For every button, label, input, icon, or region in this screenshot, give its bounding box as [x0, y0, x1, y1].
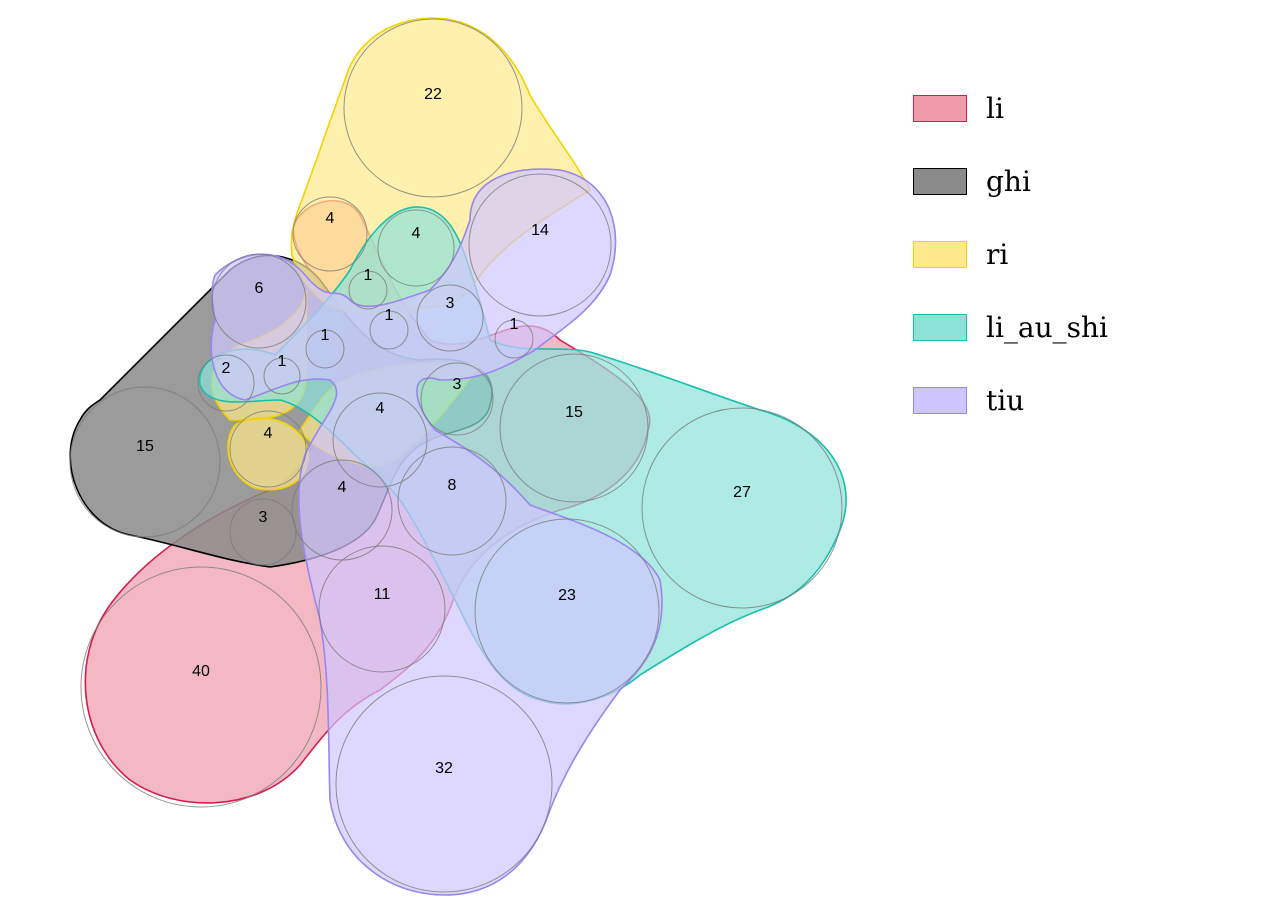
region-label: 6	[255, 280, 264, 297]
region-circle	[211, 253, 307, 349]
region-circle	[474, 518, 660, 704]
region-label: 1	[278, 353, 287, 370]
region-label: 23	[558, 587, 576, 604]
legend-swatch-li	[913, 95, 967, 122]
region-circle	[641, 407, 843, 609]
legend-swatch-ghi	[913, 168, 967, 195]
region-label: 1	[385, 307, 394, 324]
region-label: 4	[264, 425, 273, 442]
legend-label-li: li	[986, 92, 1004, 125]
region-label: 3	[446, 295, 455, 312]
legend-label-tiu: tiu	[986, 384, 1025, 417]
region-label: 27	[733, 484, 751, 501]
region-circle	[377, 209, 455, 287]
region-circle	[80, 566, 322, 808]
region-label: 15	[136, 438, 154, 455]
legend-item-li: li	[913, 72, 1108, 145]
legend-item-ghi: ghi	[913, 145, 1108, 218]
region-circle	[263, 357, 301, 395]
legend: li ghi ri li_au_shi tiu	[913, 90, 1108, 437]
region-circle	[468, 173, 612, 317]
region-circle	[343, 18, 523, 198]
legend-swatch-li-au-shi	[913, 314, 967, 341]
region-circle	[229, 410, 307, 488]
region-label: 1	[510, 316, 519, 333]
region-circle	[318, 545, 446, 673]
region-label: 40	[192, 663, 210, 680]
region-label: 4	[338, 479, 347, 496]
region-label: 4	[326, 210, 335, 227]
region-label: 14	[531, 222, 549, 239]
region-label: 15	[565, 404, 583, 421]
region-label: 11	[374, 586, 391, 603]
region-circle	[69, 386, 221, 538]
region-label: 4	[376, 400, 385, 417]
legend-swatch-ri	[913, 241, 967, 268]
region-label: 22	[424, 86, 442, 103]
region-label: 3	[453, 376, 462, 393]
legend-label-ri: ri	[986, 238, 1009, 271]
region-label: 8	[448, 477, 457, 494]
region-label: 3	[259, 509, 268, 526]
legend-label-li-au-shi: li_au_shi	[986, 311, 1108, 344]
region-circle	[416, 284, 484, 352]
legend-label-ghi: ghi	[986, 165, 1031, 198]
region-circle	[420, 362, 494, 436]
legend-item-ri: ri	[913, 218, 1108, 291]
region-circles	[69, 18, 843, 893]
region-label: 2	[222, 360, 231, 377]
region-circle	[292, 196, 368, 272]
region-circle	[332, 392, 428, 488]
region-circle	[335, 675, 553, 893]
legend-item-li-au-shi: li_au_shi	[913, 291, 1108, 364]
region-circle	[499, 353, 649, 503]
legend-swatch-tiu	[913, 387, 967, 414]
region-label: 4	[412, 225, 421, 242]
region-circle	[229, 498, 297, 566]
region-circle	[369, 310, 409, 350]
region-circle	[197, 354, 255, 412]
region-label: 32	[435, 760, 453, 777]
region-circle	[494, 319, 534, 359]
legend-item-tiu: tiu	[913, 364, 1108, 437]
set-shapes	[69, 17, 847, 896]
region-label: 1	[364, 267, 373, 284]
set-shape-tiu	[210, 168, 663, 896]
region-label: 1	[321, 327, 330, 344]
region-circle	[397, 446, 507, 556]
region-circle	[348, 270, 388, 310]
region-circle	[305, 329, 345, 369]
